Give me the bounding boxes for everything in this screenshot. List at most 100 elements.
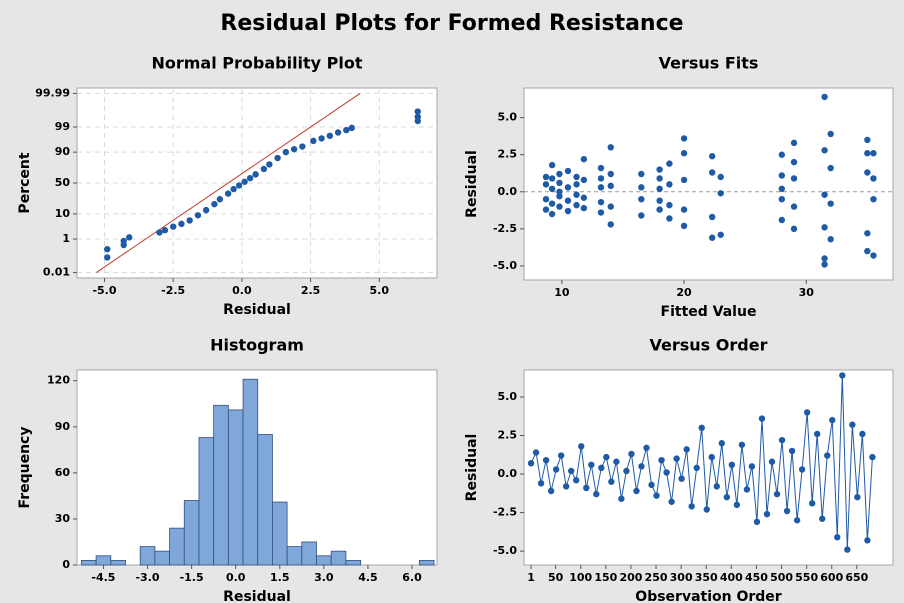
- point: [318, 135, 325, 142]
- point: [618, 495, 625, 502]
- point: [414, 108, 421, 115]
- point: [580, 176, 588, 184]
- point: [723, 493, 731, 501]
- point: [708, 234, 716, 241]
- point: [656, 185, 663, 193]
- point: [864, 150, 871, 157]
- point: [548, 200, 556, 207]
- point: [713, 483, 720, 490]
- point: [683, 446, 690, 453]
- point: [656, 197, 663, 204]
- y-tick-label: 99.99: [35, 86, 70, 99]
- point: [864, 230, 871, 237]
- point: [783, 507, 791, 515]
- point: [738, 441, 746, 448]
- point: [819, 515, 826, 522]
- y-tick-label: 120: [47, 374, 70, 387]
- point: [870, 175, 877, 182]
- point: [854, 493, 861, 501]
- point: [628, 450, 635, 458]
- point: [290, 145, 298, 153]
- point: [821, 255, 828, 262]
- point: [717, 173, 724, 181]
- point: [653, 492, 660, 499]
- point: [849, 421, 856, 428]
- point: [552, 466, 560, 473]
- point: [266, 161, 273, 168]
- point: [869, 453, 876, 461]
- bar: [316, 555, 332, 566]
- point: [803, 409, 811, 416]
- point: [542, 173, 550, 181]
- point: [580, 204, 588, 212]
- point: [583, 484, 590, 492]
- point: [680, 150, 688, 157]
- plot-area: [523, 369, 894, 566]
- point: [623, 467, 630, 475]
- bar: [272, 501, 288, 566]
- point: [326, 132, 334, 139]
- point: [821, 93, 828, 101]
- bar: [242, 378, 259, 566]
- point: [666, 160, 673, 167]
- x-tick-label: 6.0: [402, 571, 422, 584]
- x-tick-label: 0.0: [226, 571, 246, 584]
- x-axis-label: Observation Order: [635, 589, 782, 603]
- point: [790, 158, 798, 166]
- point: [633, 487, 640, 495]
- point: [658, 456, 665, 464]
- point: [537, 480, 545, 487]
- x-tick-label: 600: [820, 571, 843, 584]
- point: [156, 229, 163, 236]
- x-tick-label: 300: [670, 571, 693, 584]
- point: [693, 464, 700, 472]
- point: [864, 247, 871, 255]
- bar: [198, 437, 215, 566]
- point: [813, 430, 821, 438]
- y-tick-label: -2.5: [493, 506, 517, 519]
- x-tick-label: 20: [676, 286, 692, 299]
- point: [718, 440, 726, 447]
- point: [728, 461, 736, 469]
- x-tick-label: 100: [569, 571, 592, 584]
- x-tick-label: 400: [720, 571, 743, 584]
- point: [666, 181, 673, 188]
- point: [564, 207, 572, 215]
- point: [663, 469, 670, 476]
- point: [708, 453, 715, 461]
- point: [542, 181, 550, 188]
- panel-title: Normal Probability Plot: [151, 54, 362, 73]
- point: [680, 176, 688, 184]
- point: [564, 167, 572, 175]
- point: [790, 225, 798, 233]
- x-tick-label: 30: [799, 286, 815, 299]
- point: [597, 198, 605, 206]
- y-tick-label: 10: [55, 207, 71, 220]
- point: [104, 245, 111, 253]
- y-tick-label: 50: [55, 176, 71, 189]
- point: [708, 153, 716, 160]
- bar: [330, 550, 347, 566]
- panel-title: Versus Order: [650, 336, 768, 355]
- point: [680, 222, 688, 230]
- x-tick-label: 5.0: [370, 284, 390, 297]
- point: [870, 252, 877, 259]
- point: [638, 463, 645, 470]
- point: [673, 455, 680, 462]
- point: [613, 458, 620, 465]
- point: [542, 195, 550, 203]
- point: [829, 416, 836, 424]
- point: [778, 195, 786, 203]
- point: [827, 236, 834, 243]
- point: [666, 215, 673, 222]
- point: [548, 210, 556, 218]
- point: [230, 185, 237, 193]
- point: [126, 234, 133, 241]
- point: [104, 254, 111, 261]
- point: [567, 467, 575, 475]
- point: [573, 477, 580, 484]
- point: [790, 175, 798, 182]
- point: [607, 203, 614, 210]
- y-tick-label: 2.5: [498, 148, 518, 161]
